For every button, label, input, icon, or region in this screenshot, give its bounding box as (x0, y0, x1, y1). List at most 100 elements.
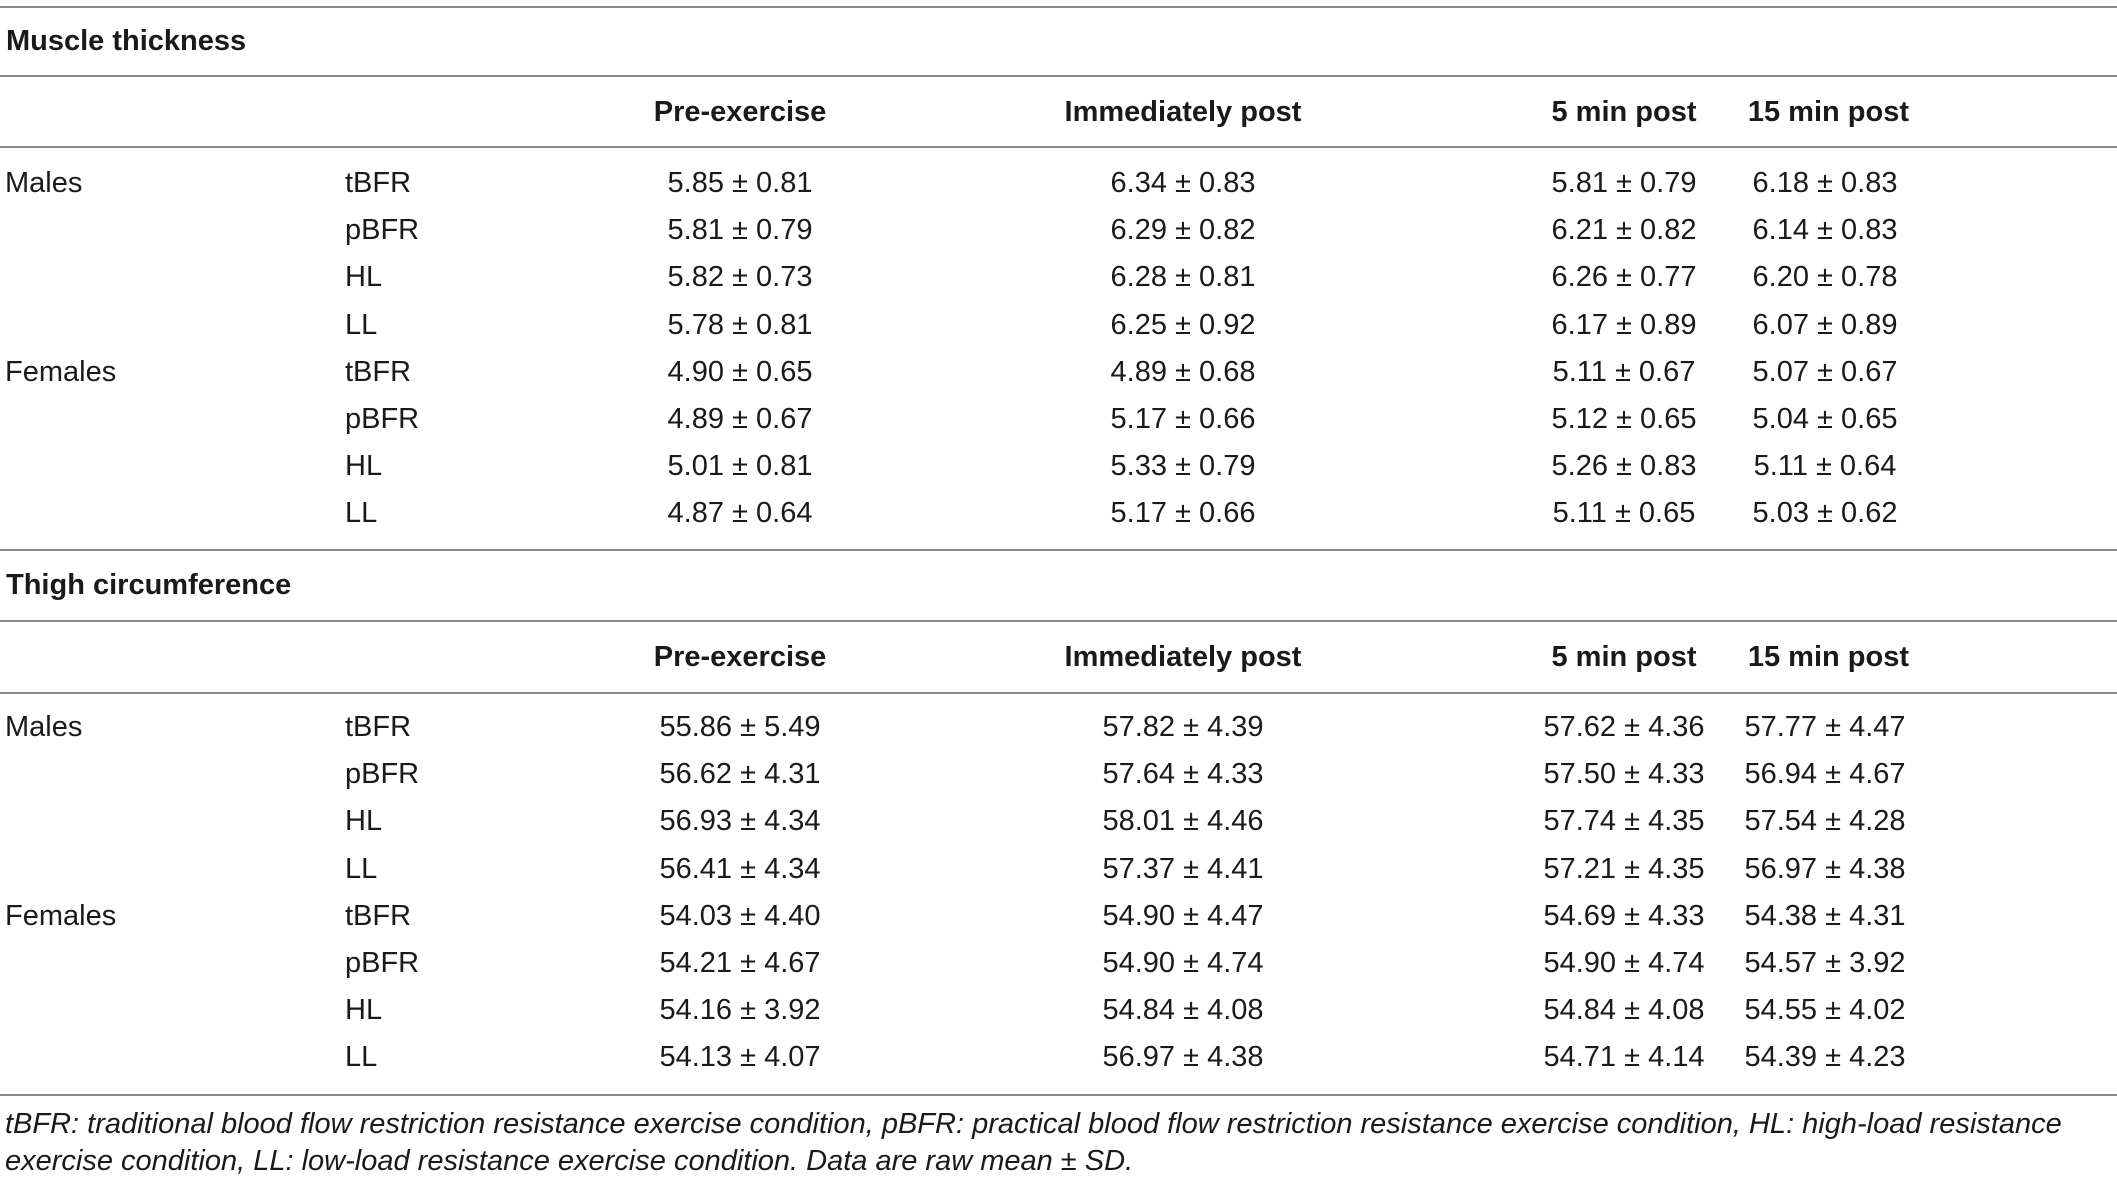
cell-pre-exercise: 4.87 ± 0.64 (667, 497, 813, 530)
table-row: pBFR 56.62 ± 4.31 57.64 ± 4.33 57.50 ± 4.33… (0, 751, 2117, 798)
row-condition-label: pBFR (345, 214, 420, 247)
cell-immediately-post: 4.89 ± 0.68 (1110, 355, 1256, 388)
row-condition-label: pBFR (345, 947, 420, 979)
row-condition-label: LL (345, 852, 378, 885)
cell-5-min-post: 6.21 ± 0.82 (1551, 214, 1697, 247)
cell-pre-exercise: 56.93 ± 4.34 (659, 805, 821, 838)
cell-pre-exercise: 54.13 ± 4.07 (659, 1041, 821, 1074)
cell-pre-exercise: 56.41 ± 4.34 (659, 852, 821, 885)
cell-5-min-post: 54.69 ± 4.33 (1543, 899, 1705, 932)
section-title-muscle-thickness: Muscle thickness (6, 25, 247, 57)
row-group-label: Males (5, 711, 83, 743)
table-top-rule (0, 6, 2117, 8)
header-rule (0, 146, 2117, 148)
row-condition-label: tBFR (345, 355, 412, 388)
row-condition-label: LL (345, 1041, 378, 1074)
table-row: HL 54.16 ± 3.92 54.84 ± 4.08 54.84 ± 4.08 54… (0, 987, 2117, 1034)
table-row: HL 5.82 ± 0.73 6.28 ± 0.81 6.26 ± 0.77 6.20 … (0, 254, 2117, 301)
row-group-label: Females (5, 899, 117, 932)
row-condition-label: tBFR (345, 167, 412, 199)
section-rule (0, 549, 2117, 551)
column-header-15-min-post: 15 min post (1747, 641, 1909, 673)
cell-immediately-post: 6.34 ± 0.83 (1110, 167, 1256, 199)
section-rule (0, 75, 2117, 77)
cell-5-min-post: 5.26 ± 0.83 (1551, 450, 1697, 483)
row-group-label: Males (5, 167, 83, 199)
cell-15-min-post: 6.18 ± 0.83 (1752, 167, 1898, 199)
cell-pre-exercise: 5.82 ± 0.73 (667, 261, 813, 294)
table-row: pBFR 54.21 ± 4.67 54.90 ± 4.74 54.90 ± 4.74… (0, 940, 2117, 987)
section-title-thigh-circumference: Thigh circumference (6, 569, 292, 601)
cell-pre-exercise: 56.62 ± 4.31 (659, 758, 821, 791)
cell-15-min-post: 6.20 ± 0.78 (1752, 261, 1898, 294)
column-header-immediately-post: Immediately post (1064, 96, 1302, 128)
cell-immediately-post: 56.97 ± 4.38 (1102, 1041, 1264, 1074)
column-header-5-min-post: 5 min post (1551, 96, 1697, 128)
cell-5-min-post: 57.50 ± 4.33 (1543, 758, 1705, 791)
table-row: HL 56.93 ± 4.34 58.01 ± 4.46 57.74 ± 4.35 57… (0, 798, 2117, 845)
row-condition-label: HL (345, 450, 383, 483)
section-rule (0, 620, 2117, 622)
cell-immediately-post: 58.01 ± 4.46 (1102, 805, 1264, 838)
cell-pre-exercise: 4.90 ± 0.65 (667, 355, 813, 388)
cell-5-min-post: 54.84 ± 4.08 (1543, 994, 1705, 1027)
cell-5-min-post: 5.12 ± 0.65 (1551, 403, 1697, 435)
cell-immediately-post: 57.37 ± 4.41 (1102, 852, 1264, 885)
cell-pre-exercise: 5.81 ± 0.79 (667, 214, 813, 247)
column-header-5-min-post: 5 min post (1551, 641, 1697, 673)
table-bottom-rule (0, 1094, 2117, 1096)
column-header-immediately-post: Immediately post (1064, 641, 1302, 673)
cell-immediately-post: 6.29 ± 0.82 (1110, 214, 1256, 247)
cell-5-min-post: 6.26 ± 0.77 (1551, 261, 1697, 294)
cell-15-min-post: 5.04 ± 0.65 (1752, 403, 1898, 435)
cell-pre-exercise: 55.86 ± 5.49 (659, 711, 821, 743)
cell-5-min-post: 6.17 ± 0.89 (1551, 308, 1697, 341)
cell-immediately-post: 57.82 ± 4.39 (1102, 711, 1264, 743)
cell-5-min-post: 57.21 ± 4.35 (1543, 852, 1705, 885)
cell-15-min-post: 5.03 ± 0.62 (1752, 497, 1898, 530)
cell-15-min-post: 56.94 ± 4.67 (1744, 758, 1906, 791)
table-row: Males tBFR 55.86 ± 5.49 57.82 ± 4.39 57.62 ±… (0, 704, 2117, 751)
cell-15-min-post: 5.07 ± 0.67 (1752, 355, 1898, 388)
cell-5-min-post: 57.62 ± 4.36 (1543, 711, 1705, 743)
table-row: Females tBFR 54.03 ± 4.40 54.90 ± 4.47 54.69… (0, 893, 2117, 940)
cell-immediately-post: 5.17 ± 0.66 (1110, 497, 1256, 530)
row-condition-label: pBFR (345, 403, 420, 435)
row-condition-label: LL (345, 308, 378, 341)
cell-immediately-post: 5.17 ± 0.66 (1110, 403, 1256, 435)
row-condition-label: tBFR (345, 899, 412, 932)
row-condition-label: tBFR (345, 711, 412, 743)
cell-15-min-post: 6.14 ± 0.83 (1752, 214, 1898, 247)
cell-pre-exercise: 5.78 ± 0.81 (667, 308, 813, 341)
row-condition-label: pBFR (345, 758, 420, 791)
cell-immediately-post: 57.64 ± 4.33 (1102, 758, 1264, 791)
cell-5-min-post: 5.11 ± 0.65 (1552, 497, 1696, 530)
cell-immediately-post: 54.90 ± 4.47 (1102, 899, 1264, 932)
table-row: pBFR 4.89 ± 0.67 5.17 ± 0.66 5.12 ± 0.65 5.0… (0, 396, 2117, 443)
row-condition-label: LL (345, 497, 378, 530)
cell-15-min-post: 5.11 ± 0.64 (1753, 450, 1897, 483)
cell-15-min-post: 6.07 ± 0.89 (1752, 308, 1898, 341)
table-row: LL 4.87 ± 0.64 5.17 ± 0.66 5.11 ± 0.65 5.03 … (0, 490, 2117, 537)
cell-immediately-post: 6.25 ± 0.92 (1110, 308, 1256, 341)
cell-5-min-post: 5.81 ± 0.79 (1551, 167, 1697, 199)
table-row: Females tBFR 4.90 ± 0.65 4.89 ± 0.68 5.11 ± … (0, 349, 2117, 396)
table-row: LL 5.78 ± 0.81 6.25 ± 0.92 6.17 ± 0.89 6.07 … (0, 302, 2117, 349)
cell-immediately-post: 54.90 ± 4.74 (1102, 947, 1264, 979)
table-row: pBFR 5.81 ± 0.79 6.29 ± 0.82 6.21 ± 0.82 6.1… (0, 207, 2117, 254)
cell-pre-exercise: 5.01 ± 0.81 (667, 450, 813, 483)
cell-15-min-post: 54.57 ± 3.92 (1744, 947, 1906, 979)
cell-5-min-post: 57.74 ± 4.35 (1543, 805, 1705, 838)
row-group-label: Females (5, 355, 117, 388)
cell-pre-exercise: 54.21 ± 4.67 (659, 947, 821, 979)
cell-15-min-post: 54.55 ± 4.02 (1744, 994, 1906, 1027)
cell-15-min-post: 54.38 ± 4.31 (1744, 899, 1906, 932)
cell-pre-exercise: 54.16 ± 3.92 (659, 994, 821, 1027)
cell-15-min-post: 57.77 ± 4.47 (1744, 711, 1906, 743)
cell-immediately-post: 5.33 ± 0.79 (1110, 450, 1256, 483)
column-header-pre-exercise: Pre-exercise (653, 96, 827, 128)
table-row: Males tBFR 5.85 ± 0.81 6.34 ± 0.83 5.81 ± 0.… (0, 160, 2117, 207)
header-rule (0, 692, 2117, 694)
cell-15-min-post: 54.39 ± 4.23 (1744, 1041, 1906, 1074)
